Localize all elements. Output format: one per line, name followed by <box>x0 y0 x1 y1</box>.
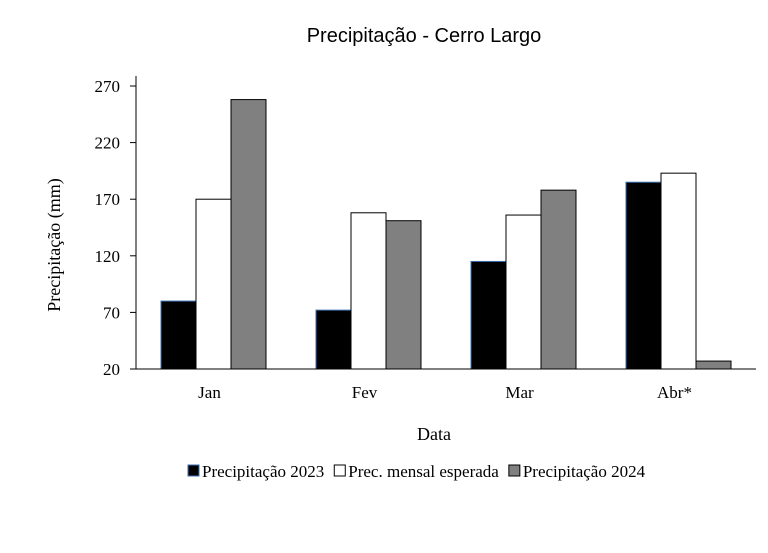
bar-jan-series-2 <box>195 198 232 370</box>
y-tick-label: 120 <box>95 247 121 266</box>
x-tick-label: Mar <box>505 383 534 402</box>
bar-jan-series-1 <box>160 300 197 370</box>
bar-mar-series-2 <box>505 214 542 370</box>
x-tick-label: Abr* <box>657 383 692 402</box>
legend-swatch-series-2 <box>333 464 346 477</box>
legend-label-series-3: Precipitação 2024 <box>523 462 646 481</box>
legend: Precipitação 2023 Prec. mensal esperada Pr… <box>187 462 646 481</box>
x-tick-label: Fev <box>352 383 378 402</box>
y-axis-label: Precipitação (mm) <box>44 178 65 311</box>
chart-title: Precipitação - Cerro Largo <box>307 25 542 47</box>
bar-jan-series-3 <box>230 99 267 370</box>
bar-abr-series-3 <box>695 360 732 370</box>
bar-mar-series-3 <box>540 189 577 370</box>
bars <box>160 99 732 370</box>
bar-abr-series-1 <box>625 181 662 370</box>
y-tick-label: 270 <box>95 77 121 96</box>
bar-fev-series-2 <box>350 212 387 370</box>
y-axis-ticks: 20 70 120 170 220 270 <box>95 77 136 379</box>
x-axis-ticks: Jan Fev Mar Abr* <box>198 383 692 402</box>
x-tick-label: Jan <box>198 383 221 402</box>
legend-swatch-series-3 <box>508 464 521 477</box>
y-tick-label: 170 <box>95 190 121 209</box>
bar-fev-series-1 <box>315 309 352 370</box>
legend-label-series-2: Prec. mensal esperada <box>348 462 499 481</box>
legend-label-series-1: Precipitação 2023 <box>202 462 324 481</box>
x-axis-label: Data <box>417 424 451 444</box>
legend-swatch-series-1 <box>187 464 200 477</box>
bar-abr-series-2 <box>660 172 697 370</box>
bar-fev-series-3 <box>385 220 422 370</box>
y-tick-label: 20 <box>103 360 120 379</box>
y-tick-label: 220 <box>95 134 121 153</box>
bar-mar-series-1 <box>470 260 507 370</box>
y-tick-label: 70 <box>103 303 120 322</box>
